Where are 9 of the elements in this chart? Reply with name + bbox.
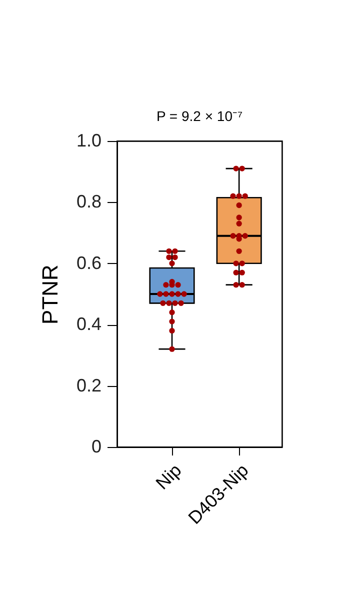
x-tick-label: Nip: [152, 460, 186, 494]
y-tick-label: 0: [91, 436, 102, 456]
y-tick-label: 0.4: [76, 314, 102, 334]
y-tick-label: 1.0: [76, 130, 102, 150]
y-axis-title: PTNR: [37, 264, 62, 324]
y-tick-label: 0.8: [76, 192, 102, 212]
y-tick-label: 0.2: [76, 375, 102, 396]
text: P = 9.2 × 10⁻⁷: [156, 108, 243, 124]
y-tick-label: 0.6: [76, 252, 102, 273]
